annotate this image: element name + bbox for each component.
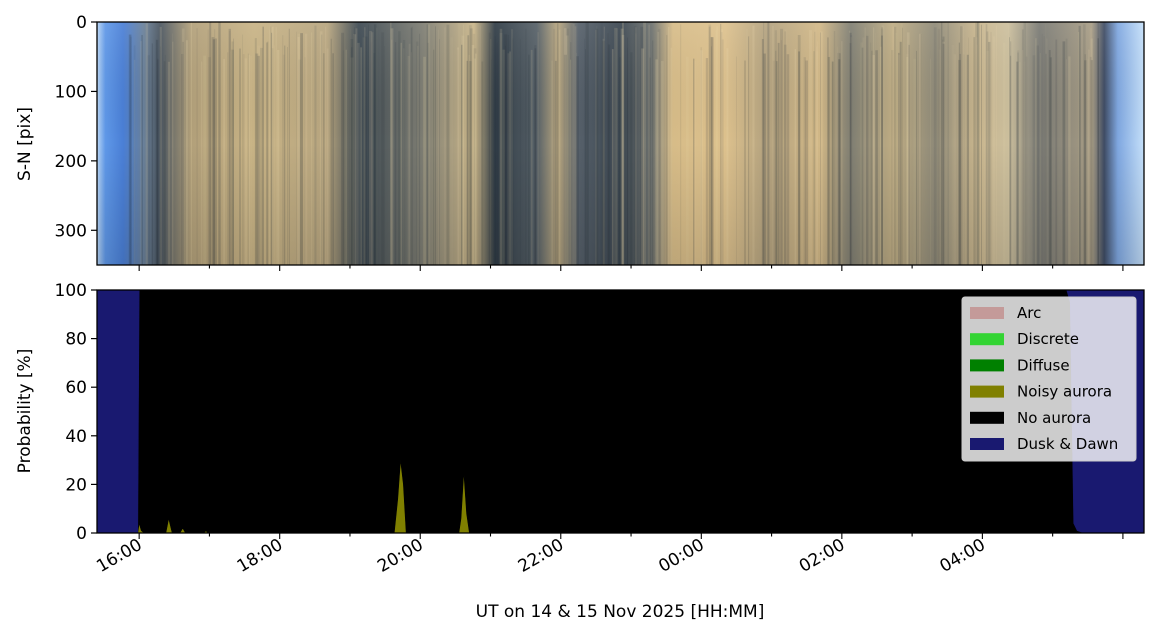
keogram-y-label: S-N [pix] (15, 107, 35, 181)
legend-label-noisy-aurora: Noisy aurora (1017, 383, 1112, 401)
keogram-y-tick-label: 300 (55, 221, 87, 241)
legend-swatch-no-aurora (970, 411, 1004, 424)
legend-swatch-diffuse (970, 359, 1004, 372)
probability-x-tick-label: 20:00 (374, 535, 426, 577)
keogram-y-tick-label: 200 (55, 152, 87, 172)
legend-label-no-aurora: No aurora (1017, 409, 1091, 427)
probability-y-tick-label: 60 (65, 378, 87, 398)
probability-x-tick-label: 00:00 (655, 535, 707, 577)
legend-items: Arc Discrete Diffuse Noisy aurora No aurora D… (970, 304, 1118, 453)
probability-y-tick-label: 40 (65, 427, 87, 447)
keogram-panel: 0 100 200 300 S-N [pix] (15, 13, 1145, 271)
keogram-frame (96, 21, 1145, 266)
x-axis-label: UT on 14 & 15 Nov 2025 [HH:MM] (476, 602, 765, 622)
keogram-y-tick-label: 0 (76, 13, 87, 33)
probability-x-tick-label: 16:00 (93, 535, 145, 577)
probability-x-tick-label: 22:00 (515, 535, 567, 577)
keogram-shade (97, 22, 1144, 265)
probability-areas (97, 290, 1144, 533)
probability-x-tick-label: 18:00 (234, 535, 286, 577)
legend-label-arc: Arc (1017, 304, 1041, 322)
probability-frame (96, 289, 1145, 534)
area-no-aurora (97, 290, 1144, 533)
legend-swatch-arc (970, 307, 1004, 319)
keogram-y-tick-label: 100 (55, 82, 87, 102)
legend-box (961, 296, 1137, 462)
keogram-x-ticks (138, 265, 1124, 271)
legend-swatch-noisy-aurora (970, 385, 1004, 398)
legend-swatch-dusk-dawn (970, 438, 1004, 450)
probability-y-tick-label: 20 (65, 475, 87, 495)
legend-label-discrete: Discrete (1017, 330, 1079, 348)
probability-x-ticks: 16:00 18:00 20:00 22:00 00:00 02:00 04:00 (93, 533, 1124, 577)
probability-y-tick-label: 100 (55, 281, 87, 301)
probability-y-label: Probability [%] (15, 349, 35, 474)
legend-label-diffuse: Diffuse (1017, 356, 1070, 374)
probability-y-ticks: 0 20 40 60 80 100 (55, 281, 97, 544)
probability-x-tick-label: 04:00 (936, 535, 988, 577)
probability-y-tick-label: 0 (76, 524, 87, 544)
probability-panel: 0 20 40 60 80 100 16:00 18:00 20:00 22:00 00:00 02… (15, 281, 1145, 622)
legend-swatch-discrete (970, 333, 1004, 346)
probability-y-tick-label: 80 (65, 330, 87, 350)
legend-label-dusk-dawn: Dusk & Dawn (1017, 435, 1118, 453)
keogram-y-ticks: 0 100 200 300 (55, 13, 97, 241)
probability-x-tick-label: 02:00 (796, 535, 848, 577)
legend: Arc Discrete Diffuse Noisy aurora No aurora D… (961, 296, 1137, 462)
